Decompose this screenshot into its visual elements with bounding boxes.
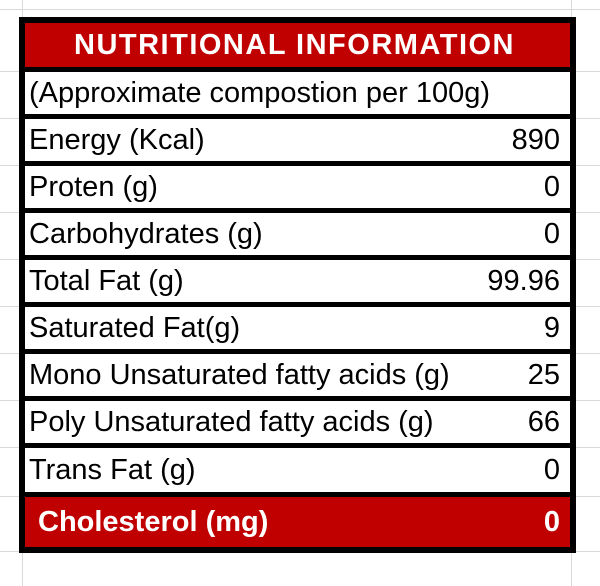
row-label: Carbohydrates (g) bbox=[29, 217, 263, 250]
table-row-poly-unsaturated[interactable]: Poly Unsaturated fatty acids (g) 66 bbox=[25, 396, 570, 443]
table-row-mono-unsaturated[interactable]: Mono Unsaturated fatty acids (g) 25 bbox=[25, 349, 570, 396]
footer-label: Cholesterol (mg) bbox=[38, 505, 269, 538]
table-row-saturated-fat[interactable]: Saturated Fat(g) 9 bbox=[25, 302, 570, 349]
subtitle-text: (Approximate compostion per 100g) bbox=[29, 76, 491, 109]
row-value: 66 bbox=[527, 405, 560, 438]
row-value: 0 bbox=[543, 217, 560, 250]
row-value: 25 bbox=[527, 358, 560, 391]
table-row-protein[interactable]: Proten (g) 0 bbox=[25, 161, 570, 208]
gridline-horizontal bbox=[0, 9, 600, 10]
row-value: 890 bbox=[511, 123, 560, 156]
table-footer-cell[interactable]: Cholesterol (mg) 0 bbox=[25, 492, 570, 547]
table-row-energy[interactable]: Energy (Kcal) 890 bbox=[25, 114, 570, 161]
table-header-cell[interactable]: NUTRITIONAL INFORMATION bbox=[25, 23, 570, 67]
row-value: 0 bbox=[543, 170, 560, 203]
subtitle-cell[interactable]: (Approximate compostion per 100g) bbox=[25, 67, 570, 114]
row-value: 99.96 bbox=[487, 264, 560, 297]
row-label: Mono Unsaturated fatty acids (g) bbox=[29, 358, 450, 391]
row-label: Saturated Fat(g) bbox=[29, 311, 241, 344]
table-row-total-fat[interactable]: Total Fat (g) 99.96 bbox=[25, 255, 570, 302]
row-label: Trans Fat (g) bbox=[29, 453, 196, 486]
row-value: 0 bbox=[543, 453, 560, 486]
nutrition-table: NUTRITIONAL INFORMATION (Approximate com… bbox=[19, 17, 576, 553]
row-label: Proten (g) bbox=[29, 170, 158, 203]
table-row-trans-fat[interactable]: Trans Fat (g) 0 bbox=[25, 443, 570, 492]
table-title: NUTRITIONAL INFORMATION bbox=[74, 28, 515, 61]
row-label: Total Fat (g) bbox=[29, 264, 184, 297]
row-label: Energy (Kcal) bbox=[29, 123, 205, 156]
row-value: 9 bbox=[543, 311, 560, 344]
footer-value: 0 bbox=[543, 505, 560, 538]
table-row-carbohydrates[interactable]: Carbohydrates (g) 0 bbox=[25, 208, 570, 255]
row-label: Poly Unsaturated fatty acids (g) bbox=[29, 405, 434, 438]
